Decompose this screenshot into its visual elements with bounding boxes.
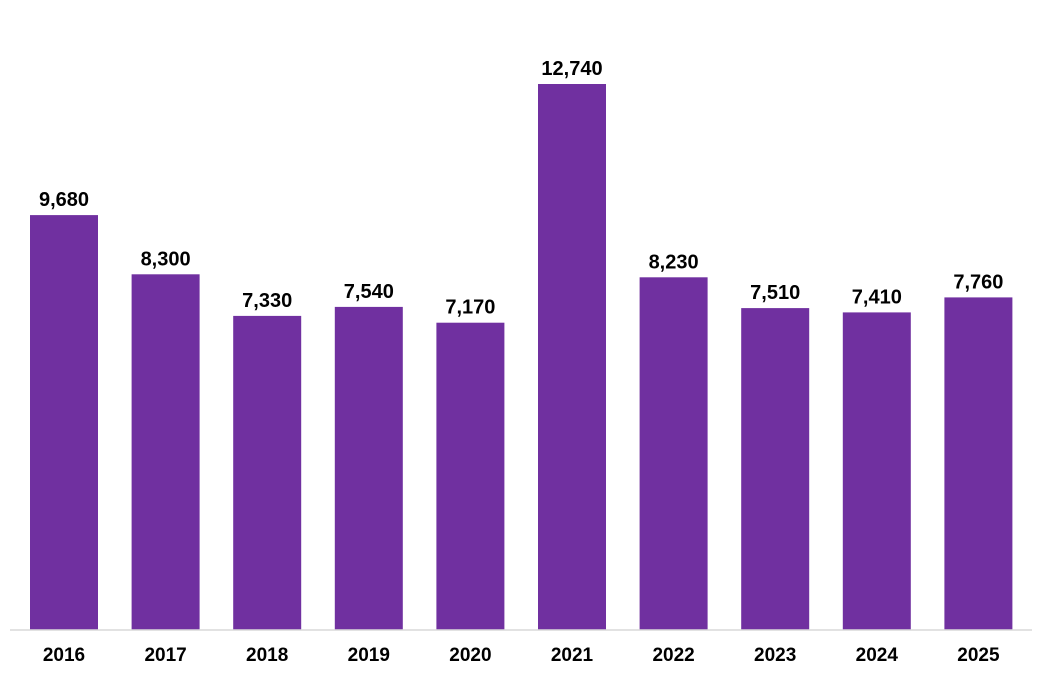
x-tick-label-2021: 2021 bbox=[551, 645, 594, 666]
value-label-2023: 7,510 bbox=[750, 282, 800, 304]
x-tick-label-2022: 2022 bbox=[652, 645, 694, 666]
value-label-2025: 7,760 bbox=[953, 271, 1003, 293]
x-tick-label-2018: 2018 bbox=[246, 645, 288, 666]
x-tick-label-2023: 2023 bbox=[754, 645, 796, 666]
x-tick-label-2020: 2020 bbox=[449, 645, 491, 666]
value-label-2018: 7,330 bbox=[242, 290, 292, 312]
value-label-2020: 7,170 bbox=[445, 297, 495, 319]
value-label-2022: 8,230 bbox=[649, 251, 699, 273]
value-labels-group: 9,680 8,300 7,330 7,540 7,170 12,740 8,230 7,51… bbox=[39, 58, 1003, 319]
bar-2018 bbox=[233, 315, 302, 630]
value-label-2017: 8,300 bbox=[141, 248, 191, 270]
bar-2020 bbox=[436, 322, 505, 630]
value-label-2019: 7,540 bbox=[344, 281, 394, 303]
bar-2016 bbox=[30, 215, 98, 630]
bar-2017 bbox=[131, 274, 200, 630]
bar-2021 bbox=[538, 84, 606, 630]
bars-group bbox=[30, 84, 1013, 630]
x-tick-label-2025: 2025 bbox=[957, 645, 1000, 666]
value-label-2016: 9,680 bbox=[39, 189, 89, 211]
x-tick-label-2016: 2016 bbox=[43, 645, 85, 666]
bar-2023 bbox=[741, 308, 810, 630]
bar-2025 bbox=[944, 297, 1013, 630]
bar-2019 bbox=[334, 306, 403, 630]
x-tick-label-2024: 2024 bbox=[856, 645, 899, 666]
x-tick-label-2017: 2017 bbox=[144, 645, 186, 666]
value-label-2024: 7,410 bbox=[852, 286, 902, 308]
x-tick-label-2019: 2019 bbox=[348, 645, 390, 666]
value-label-2021: 12,740 bbox=[541, 58, 602, 80]
bar-2022 bbox=[639, 277, 708, 630]
bar-2024 bbox=[842, 312, 911, 630]
x-tick-labels-group: 2016 2017 2018 2019 2020 2021 2022 2023 2024 2025 bbox=[43, 645, 1000, 666]
